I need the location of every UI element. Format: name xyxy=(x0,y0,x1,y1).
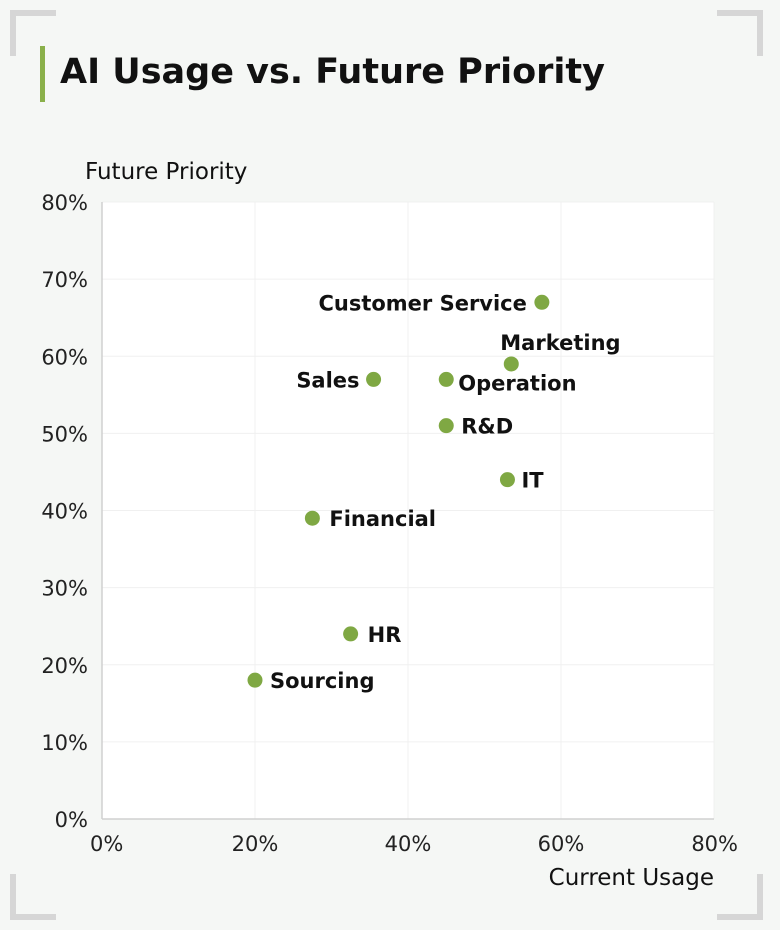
x-axis-title: Current Usage xyxy=(549,865,714,891)
y-tick-label: 60% xyxy=(41,345,88,369)
point-label-customer-service: Customer Service xyxy=(318,291,526,315)
gridlines xyxy=(101,201,715,820)
y-axis-title: Future Priority xyxy=(85,159,247,185)
y-tick-label: 20% xyxy=(41,654,88,678)
data-point-marketing xyxy=(503,356,519,372)
x-tick-label: 20% xyxy=(232,832,279,856)
data-point-operation xyxy=(438,371,454,387)
y-tick-label: 10% xyxy=(41,731,88,755)
corner-bracket-bottom-left xyxy=(10,874,56,920)
point-label-it: IT xyxy=(521,469,544,493)
corner-bracket-bottom-right xyxy=(717,874,763,920)
point-label-r-d: R&D xyxy=(461,415,513,439)
corner-bracket-top-right xyxy=(717,10,763,56)
x-tick-label: 60% xyxy=(538,832,585,856)
point-label-hr: HR xyxy=(368,623,402,647)
y-axis-ticks: 0% 10% 20% 30% 40% 50% 60% 70% 80% xyxy=(41,191,88,832)
data-point-sourcing xyxy=(247,672,263,688)
data-point-financial xyxy=(304,510,320,526)
chart-title: AI Usage vs. Future Priority xyxy=(60,52,605,92)
x-tick-label: 40% xyxy=(385,832,432,856)
title-accent-bar xyxy=(40,46,45,102)
point-label-operation: Operation xyxy=(458,371,576,395)
corner-bracket-top-left xyxy=(10,10,56,56)
data-point-customer-service xyxy=(534,294,550,310)
x-axis-ticks: 0% 20% 40% 60% 80% xyxy=(90,832,738,856)
y-tick-label: 50% xyxy=(41,422,88,446)
point-label-sourcing: Sourcing xyxy=(270,669,375,693)
data-point-sales xyxy=(366,371,382,387)
data-point-hr xyxy=(343,626,359,642)
y-tick-label: 0% xyxy=(55,808,88,832)
data-point-r-d xyxy=(438,418,454,434)
data-point-it xyxy=(499,472,515,488)
axes xyxy=(101,202,714,820)
y-tick-label: 70% xyxy=(41,268,88,292)
y-tick-label: 80% xyxy=(41,191,88,215)
point-label-marketing: Marketing xyxy=(500,331,620,355)
data-points: Customer Service Marketing Sales Operation R… xyxy=(247,291,621,693)
x-tick-label: 80% xyxy=(691,832,738,856)
x-tick-label: 0% xyxy=(90,832,123,856)
y-tick-label: 30% xyxy=(41,577,88,601)
y-tick-label: 40% xyxy=(41,500,88,524)
point-label-sales: Sales xyxy=(296,368,359,392)
point-label-financial: Financial xyxy=(329,507,436,531)
